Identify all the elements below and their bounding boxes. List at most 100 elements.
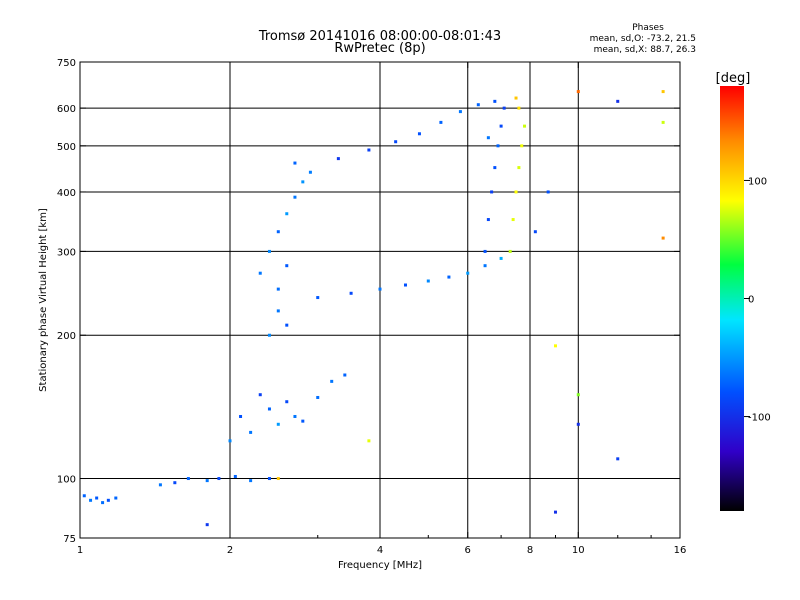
data-point [466, 271, 470, 275]
stats-heading: Phases [632, 23, 664, 33]
data-point [285, 323, 289, 327]
y-tick-label: 300 [57, 247, 76, 258]
data-point [101, 501, 105, 505]
x-tick-label: 4 [377, 545, 383, 556]
data-point [316, 395, 320, 399]
data-point [258, 393, 262, 397]
data-point [661, 120, 665, 124]
data-point [276, 287, 280, 291]
y-axis-label: Stationary phase Virtual Height [km] [38, 208, 49, 392]
data-point [517, 106, 521, 110]
data-point [336, 157, 340, 161]
data-point [483, 264, 487, 268]
data-point [493, 166, 497, 170]
data-point [499, 256, 503, 260]
data-point [293, 161, 297, 165]
x-tick-label: 2 [227, 545, 233, 556]
data-point [276, 230, 280, 234]
y-tick-label: 75 [63, 534, 76, 545]
data-point [378, 287, 382, 291]
data-point [239, 414, 243, 418]
data-point [217, 477, 221, 481]
data-point [367, 439, 371, 443]
data-point [249, 430, 253, 434]
data-point [517, 166, 521, 170]
data-point [511, 218, 515, 222]
data-point [301, 419, 305, 423]
data-point [502, 106, 506, 110]
data-point [661, 236, 665, 240]
data-point [616, 457, 620, 461]
data-point [205, 523, 209, 527]
data-point [553, 344, 557, 348]
data-point [249, 479, 253, 483]
data-point [546, 190, 550, 194]
data-point [476, 103, 480, 107]
chart-subtitle: RwPretec (8p) [334, 41, 425, 56]
data-point [616, 99, 620, 103]
data-point [285, 212, 289, 216]
data-point [330, 379, 334, 383]
data-point [343, 373, 347, 377]
colorbar-tick-label: 0 [748, 295, 754, 306]
data-points [82, 90, 665, 527]
data-point [267, 333, 271, 337]
data-point [285, 264, 289, 268]
data-point [499, 124, 503, 128]
data-point [95, 496, 99, 500]
data-point [439, 120, 443, 124]
x-tick-label: 8 [527, 545, 533, 556]
colorbar [720, 86, 744, 511]
data-point [514, 190, 518, 194]
data-point [523, 124, 527, 128]
stats-line-o: mean, sd,O: -73.2, 21.5 [590, 34, 696, 44]
y-tick-label: 100 [57, 475, 76, 486]
data-point [403, 283, 407, 287]
grid-lines [80, 62, 680, 538]
chart-title: Tromsø 20141016 08:00:00-08:01:43 [258, 29, 501, 44]
data-point [233, 474, 237, 478]
data-point [114, 496, 118, 500]
data-point [158, 483, 162, 487]
data-point [576, 422, 580, 426]
data-point [293, 195, 297, 199]
data-point [490, 190, 494, 194]
data-point [520, 144, 524, 148]
data-point [106, 498, 110, 502]
y-tick-label: 200 [57, 331, 76, 342]
colorbar-title: [deg] [716, 71, 751, 86]
data-point [82, 494, 86, 498]
colorbar-tick-label: 100 [748, 176, 767, 187]
data-point [661, 90, 665, 94]
data-point [173, 481, 177, 485]
data-point [285, 400, 289, 404]
data-point [426, 279, 430, 283]
data-point [514, 96, 518, 100]
data-point [89, 498, 93, 502]
data-point [267, 249, 271, 253]
data-point [258, 271, 262, 275]
data-point [553, 510, 557, 514]
colorbar-ticks: 100 0 -100 [744, 176, 771, 424]
data-point [576, 393, 580, 397]
data-point [276, 422, 280, 426]
x-tick-label: 16 [674, 545, 687, 556]
x-tick-label: 1 [77, 545, 83, 556]
data-point [276, 309, 280, 313]
x-tick-label: 10 [572, 545, 585, 556]
data-point [367, 148, 371, 152]
data-point [349, 291, 353, 295]
data-point [483, 249, 487, 253]
data-point [417, 132, 421, 136]
axis-ticks: 1 2 4 6 8 10 16 75 100 200 300 400 500 600 750 [57, 58, 686, 556]
data-point [228, 439, 232, 443]
data-point [576, 90, 580, 94]
data-point [316, 296, 320, 300]
data-point [293, 414, 297, 418]
x-tick-label: 6 [465, 545, 471, 556]
data-point [486, 136, 490, 140]
data-point [267, 407, 271, 411]
data-point [186, 477, 190, 481]
data-point [533, 230, 537, 234]
